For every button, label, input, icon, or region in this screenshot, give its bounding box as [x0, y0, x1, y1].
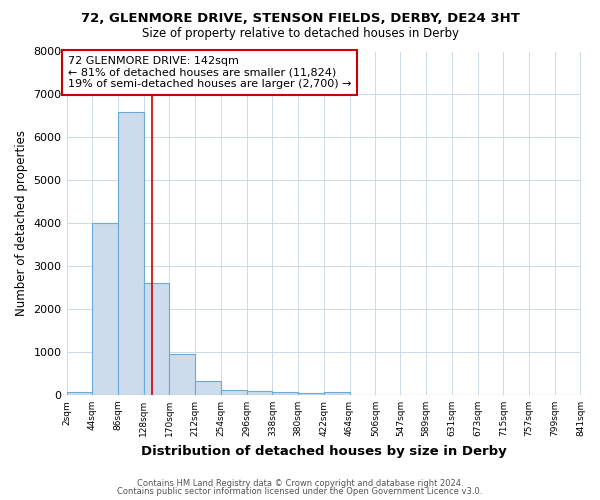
Text: Size of property relative to detached houses in Derby: Size of property relative to detached ho… — [142, 28, 458, 40]
Bar — [118, 112, 144, 395]
Bar — [298, 393, 324, 395]
Bar — [67, 392, 92, 395]
Bar — [195, 381, 221, 395]
Text: Contains public sector information licensed under the Open Government Licence v3: Contains public sector information licen… — [118, 487, 482, 496]
Text: Contains HM Land Registry data © Crown copyright and database right 2024.: Contains HM Land Registry data © Crown c… — [137, 478, 463, 488]
Bar — [144, 284, 169, 395]
Bar — [221, 390, 247, 395]
Bar — [169, 354, 195, 395]
X-axis label: Distribution of detached houses by size in Derby: Distribution of detached houses by size … — [140, 444, 506, 458]
Bar — [324, 392, 350, 395]
Bar — [247, 390, 272, 395]
Bar — [92, 223, 118, 395]
Bar — [272, 392, 298, 395]
Text: 72 GLENMORE DRIVE: 142sqm
← 81% of detached houses are smaller (11,824)
19% of s: 72 GLENMORE DRIVE: 142sqm ← 81% of detac… — [68, 56, 351, 89]
Text: 72, GLENMORE DRIVE, STENSON FIELDS, DERBY, DE24 3HT: 72, GLENMORE DRIVE, STENSON FIELDS, DERB… — [80, 12, 520, 26]
Y-axis label: Number of detached properties: Number of detached properties — [15, 130, 28, 316]
